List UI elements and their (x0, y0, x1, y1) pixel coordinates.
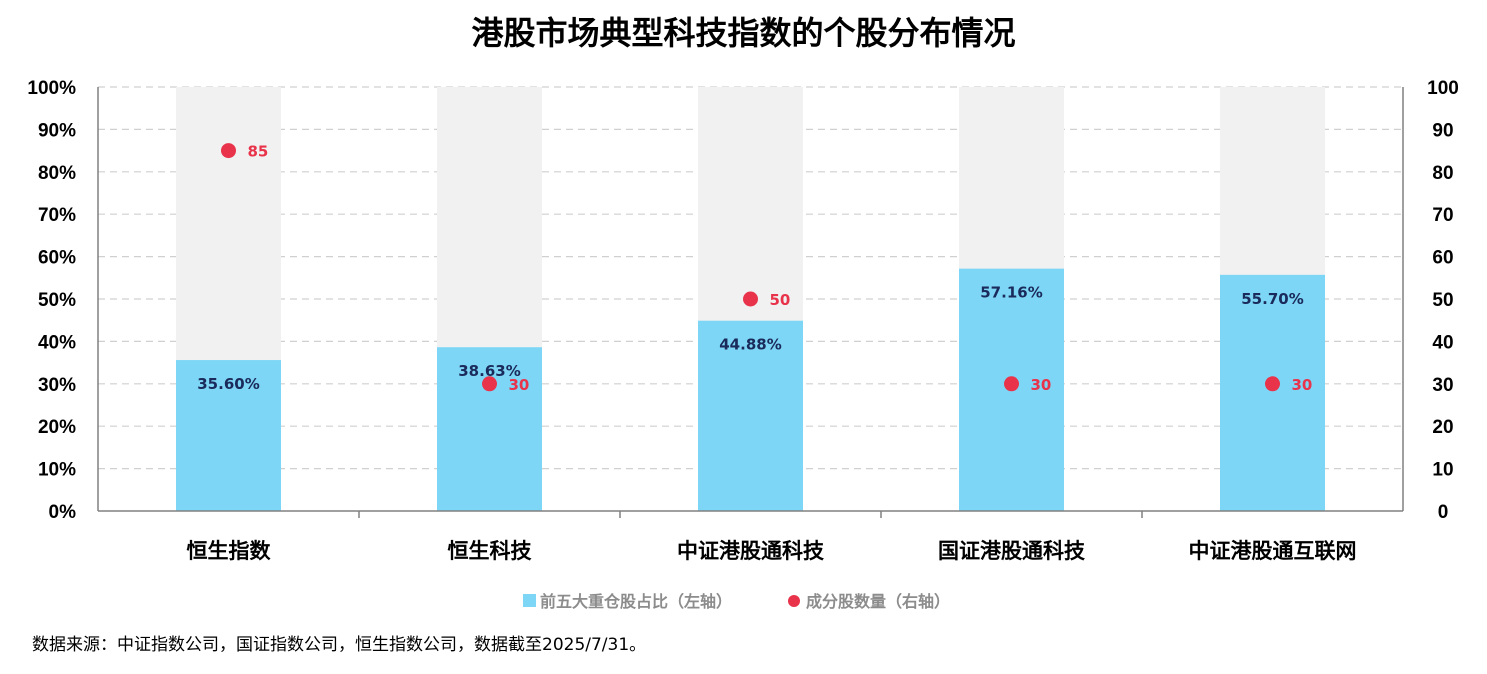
left-axis-tick: 0% (49, 502, 77, 523)
axes: 0% 10% 20% 30% 40% 50% 60% 70% 80% 90% 100% 0 10 20 30… (27, 78, 1458, 523)
bar-value-label: 57.16% (980, 284, 1042, 302)
category-label: 中证港股通科技 (677, 539, 825, 563)
right-axis-tick: 30 (1432, 375, 1453, 396)
right-axis-tick: 80 (1432, 163, 1453, 184)
left-axis-tick: 50% (38, 290, 76, 311)
legend-label-dot: 成分股数量（右轴） (806, 592, 950, 611)
category-label: 恒生科技 (448, 539, 533, 563)
left-axis-tick: 60% (38, 248, 76, 269)
source-note: 数据来源：中证指数公司，国证指数公司，恒生指数公司，数据截至2025/7/31。 (32, 635, 647, 655)
bar-value-label: 44.88% (719, 336, 781, 354)
dot-point (1004, 376, 1019, 392)
dot-point (221, 143, 236, 159)
dot-value-label: 85 (248, 143, 269, 161)
legend-swatch-dot (788, 595, 800, 607)
dot-value-label: 30 (1292, 376, 1313, 394)
right-axis-tick: 100 (1427, 78, 1459, 99)
dot-value-label: 30 (1031, 376, 1052, 394)
dot-point (1265, 376, 1280, 392)
right-axis-tick: 50 (1432, 290, 1453, 311)
bar-value-label: 55.70% (1241, 290, 1303, 308)
right-axis-tick: 90 (1432, 120, 1453, 141)
left-axis-tick: 10% (38, 460, 76, 481)
legend-label-bar: 前五大重仓股占比（左轴） (540, 592, 732, 611)
bar (1220, 274, 1325, 511)
bars (176, 268, 1325, 511)
dot-point (482, 376, 497, 392)
legend-swatch-bar (523, 594, 536, 607)
right-axis-tick: 60 (1432, 248, 1453, 269)
dots: 85 30 50 30 30 (221, 143, 1312, 394)
right-axis-tick: 0 (1438, 502, 1449, 523)
left-axis-tick: 20% (38, 417, 76, 438)
left-axis-tick: 80% (38, 163, 76, 184)
legend: 前五大重仓股占比（左轴） 成分股数量（右轴） (523, 592, 950, 611)
left-axis-tick: 70% (38, 205, 76, 226)
dot-value-label: 50 (770, 291, 791, 309)
right-axis-tick: 10 (1432, 460, 1453, 481)
right-axis-tick: 70 (1432, 205, 1453, 226)
bar-value-label: 38.63% (458, 362, 520, 380)
chart-title: 港股市场典型科技指数的个股分布情况 (471, 14, 1016, 52)
left-axis-tick: 30% (38, 375, 76, 396)
bar (176, 360, 281, 511)
dot-value-label: 30 (509, 376, 530, 394)
labels: 35.60% 恒生指数 38.63% 恒生科技 44.88% 中证港股通科技 57.16% 国… (187, 284, 1357, 563)
left-axis-tick: 90% (38, 120, 76, 141)
bar-value-label: 35.60% (197, 375, 259, 393)
category-label: 中证港股通互联网 (1189, 539, 1357, 563)
category-label: 国证港股通科技 (938, 539, 1086, 563)
left-axis-tick: 100% (27, 78, 76, 99)
bar (698, 320, 803, 511)
right-axis-tick: 20 (1432, 417, 1453, 438)
bar (437, 347, 542, 511)
category-label: 恒生指数 (187, 539, 272, 563)
left-axis-tick: 40% (38, 332, 76, 353)
right-axis-tick: 40 (1432, 332, 1453, 353)
dot-point (743, 291, 758, 307)
